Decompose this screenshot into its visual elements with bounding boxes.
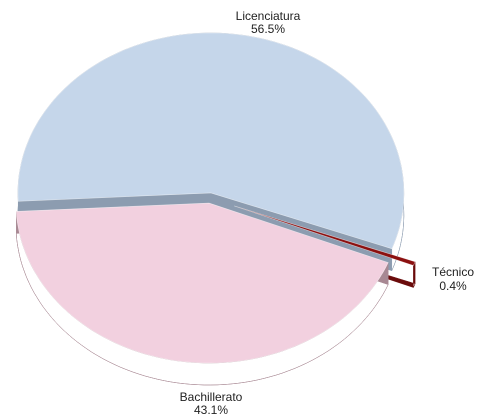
slice-value-label: 56.5% bbox=[251, 22, 285, 36]
slice bbox=[234, 205, 416, 266]
pie-slices bbox=[15, 32, 416, 364]
slice-label: Técnico bbox=[432, 265, 474, 279]
slice bbox=[15, 202, 389, 364]
slice-value-label: 43.1% bbox=[194, 403, 228, 417]
slice-value-label: 0.4% bbox=[439, 279, 467, 293]
slice bbox=[17, 32, 405, 250]
slice-label: Bachillerato bbox=[180, 390, 243, 404]
slice-label: Licenciatura bbox=[236, 9, 301, 23]
